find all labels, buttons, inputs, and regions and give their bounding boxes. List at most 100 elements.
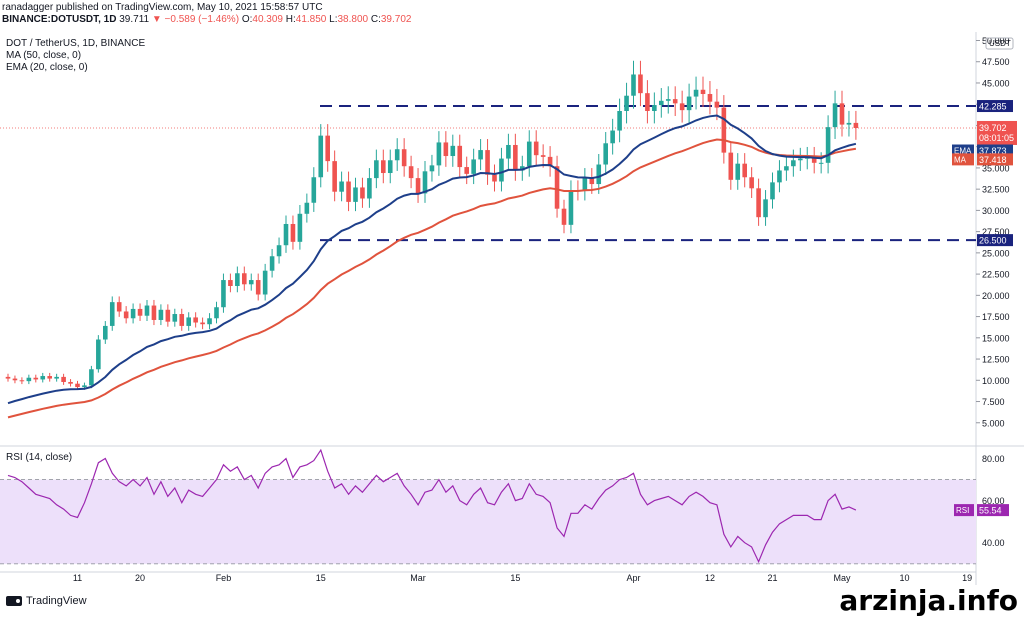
x-tick-label: Mar (410, 573, 426, 583)
candle-body (158, 309, 164, 320)
candle-body (172, 314, 178, 322)
candle-body (54, 376, 59, 379)
level-label: 26.500 (979, 236, 1007, 246)
candle-body (207, 318, 212, 325)
candle-body (478, 150, 483, 160)
candle-body (193, 317, 198, 323)
indicator-value: 37.418 (979, 155, 1007, 165)
rsi-band (0, 479, 976, 564)
y-tick-label: 22.500 (982, 270, 1010, 280)
watermark: arzinja.info (839, 584, 1018, 617)
x-tick-label: 20 (135, 573, 145, 583)
candle-body (693, 89, 699, 97)
y-tick-label: 20.000 (982, 291, 1010, 301)
candle-body (339, 181, 344, 192)
candle-body (526, 141, 532, 167)
legend-rsi[interactable]: RSI (14, close) (6, 452, 73, 463)
level-label: 42.285 (979, 102, 1007, 112)
currency-badge (985, 37, 1014, 50)
last-close: 39.711 (119, 14, 150, 25)
candle-body (214, 307, 219, 319)
last-price-badge (977, 120, 1017, 145)
candle-body (638, 74, 643, 94)
legend-title[interactable]: DOT / TetherUS, 1D, BINANCE (6, 38, 146, 49)
candle-body (415, 178, 421, 194)
candle-body (714, 101, 720, 108)
candle-body (228, 280, 233, 286)
candle-body (533, 141, 539, 156)
open-value: 40.309 (252, 14, 283, 25)
candle-body (513, 144, 518, 171)
ema-20-line (7, 114, 857, 405)
candle-body (742, 163, 747, 178)
candle-body (520, 166, 525, 171)
x-tick-label: 10 (900, 573, 910, 583)
candle-body (568, 190, 574, 225)
candle-body (707, 94, 713, 102)
candle-body (47, 376, 52, 379)
level-badge (977, 234, 1013, 247)
candle-body (499, 158, 504, 182)
rsi-line (7, 448, 857, 564)
candle-body (798, 158, 803, 161)
y-tick-label: 30.000 (982, 206, 1010, 216)
x-tick-label: 15 (316, 573, 326, 583)
candle-body (818, 162, 824, 164)
candle-body (26, 377, 32, 382)
candle-body (589, 178, 595, 185)
candle-body (374, 160, 379, 179)
candle-body (540, 155, 546, 157)
main-pane (0, 32, 976, 444)
x-tick-label: 15 (510, 573, 520, 583)
candle-body (33, 377, 39, 380)
legend-ma[interactable]: MA (50, close, 0) (6, 50, 82, 61)
indicator-value: 37.873 (979, 146, 1007, 156)
publisher-line: ranadagger published on TradingView.com,… (2, 2, 323, 13)
x-tick-label: 11 (73, 573, 82, 583)
candle-body (492, 174, 497, 182)
candle-body (318, 135, 324, 178)
candle-body (561, 208, 567, 225)
candle-body (443, 142, 449, 157)
candle-body (645, 93, 650, 112)
candles (5, 60, 859, 390)
legend-ema[interactable]: EMA (20, close, 0) (6, 62, 88, 73)
tradingview-logo[interactable]: TradingView (6, 595, 87, 607)
low-value: 38.800 (337, 14, 369, 25)
candle-body (242, 273, 247, 285)
candle-body (846, 122, 852, 125)
candle-body (791, 160, 796, 167)
candle-body (457, 145, 463, 168)
candle-body (103, 325, 108, 340)
candle-body (89, 369, 94, 386)
candle-body (408, 166, 414, 179)
rsi-tick-label: 60.00 (982, 496, 1005, 506)
y-tick-label: 12.500 (982, 355, 1010, 365)
x-tick-label: 12 (705, 573, 715, 583)
rsi-value-badge (977, 504, 1009, 517)
candle-body (311, 177, 317, 203)
candle-body (5, 376, 11, 379)
candle-body (235, 273, 240, 286)
candle-body (436, 142, 442, 166)
candle-body (582, 178, 588, 191)
y-tick-label: 50.000 (982, 36, 1010, 46)
candle-body (200, 322, 205, 325)
candle-body (603, 143, 608, 165)
candle-body (61, 376, 66, 382)
candle-body (825, 127, 831, 163)
indicator-legend: DOT / TetherUS, 1D, BINANCE MA (50, clos… (6, 38, 145, 74)
x-tick-label: Apr (626, 573, 640, 583)
candle-body (652, 105, 657, 112)
candle-body (672, 99, 678, 104)
candle-body (40, 376, 46, 380)
candle-body (19, 380, 25, 382)
indicator-tag: MA (954, 155, 967, 164)
currency-label: USDT (989, 39, 1011, 48)
rsi-tick-label: 40.00 (982, 538, 1005, 548)
candle-body (422, 171, 428, 194)
rsi-tick-label: 80.00 (982, 454, 1005, 464)
candle-body (68, 381, 73, 384)
y-tick-label: 32.500 (982, 185, 1010, 195)
